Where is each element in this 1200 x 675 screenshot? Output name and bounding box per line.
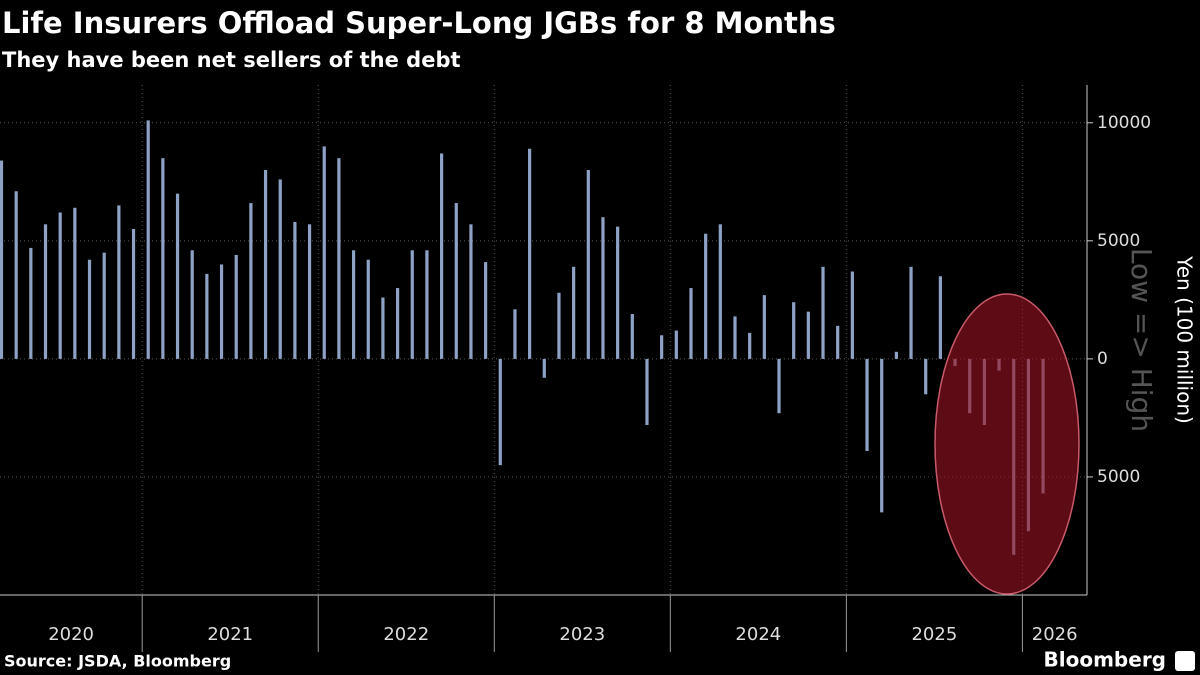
y-tick-label: 0	[1097, 349, 1108, 369]
bar	[850, 271, 854, 359]
bar	[616, 226, 620, 359]
x-tick-label: 2022	[383, 624, 429, 645]
logo-icon	[1175, 651, 1195, 671]
bar	[234, 255, 238, 359]
logo: Bloomberg	[1044, 648, 1166, 672]
bar	[689, 288, 693, 359]
y-tick-label: 5000	[1097, 231, 1140, 251]
bar	[29, 247, 33, 359]
bar	[131, 229, 136, 359]
bar	[704, 233, 708, 359]
bar	[645, 358, 649, 425]
y-axis-label: Yen (100 million)	[1173, 255, 1197, 424]
bar	[454, 203, 458, 359]
bars	[0, 120, 1045, 555]
bar	[410, 250, 414, 359]
annotation: Low => High	[1125, 248, 1158, 432]
bar	[175, 193, 180, 359]
bar	[880, 358, 884, 513]
source: Source: JSDA, Bloomberg	[4, 652, 231, 671]
bar	[924, 358, 928, 395]
chart-title: Life Insurers Offload Super-Long JGBs fo…	[2, 6, 836, 40]
bar	[630, 314, 634, 359]
bar	[102, 252, 106, 359]
bar	[806, 311, 810, 359]
chart-subtitle: They have been net sellers of the debt	[2, 48, 461, 72]
bar	[601, 217, 605, 359]
x-tick-label: 2023	[559, 624, 605, 645]
bar	[572, 266, 576, 359]
bar	[395, 288, 400, 359]
bar	[469, 224, 473, 359]
bar	[278, 179, 282, 359]
bar	[0, 160, 4, 359]
bar	[484, 262, 488, 359]
y-tick-label: 5000	[1097, 467, 1140, 487]
x-tick-label: 2025	[911, 624, 957, 645]
bar	[660, 335, 664, 359]
x-tick-label: 2020	[48, 624, 94, 645]
bar	[762, 295, 766, 359]
bar	[307, 224, 312, 359]
bar	[73, 207, 77, 359]
bar	[513, 309, 517, 359]
bar	[263, 170, 268, 359]
x-tick-label: 2021	[207, 624, 253, 645]
bar	[777, 358, 781, 414]
y-tick-label: 10000	[1097, 113, 1151, 133]
bar	[528, 148, 532, 359]
bar	[14, 191, 18, 359]
bar	[190, 250, 194, 359]
x-tick-label: 2026	[1032, 624, 1078, 645]
bar	[249, 203, 253, 359]
bar	[161, 158, 165, 359]
bar	[219, 264, 224, 359]
highlight-ellipse	[934, 293, 1080, 595]
bar	[718, 224, 722, 359]
bar	[821, 266, 825, 359]
bar	[58, 212, 62, 359]
x-tick-label: 2024	[735, 624, 781, 645]
bar	[337, 158, 341, 359]
bar	[498, 358, 502, 466]
bar	[674, 330, 678, 359]
bar	[586, 170, 590, 359]
bar	[87, 259, 92, 359]
bar	[440, 153, 444, 359]
bar	[938, 276, 942, 359]
bar	[865, 358, 869, 451]
bar	[117, 205, 121, 359]
bar	[542, 358, 546, 378]
bar	[351, 250, 356, 359]
bar	[322, 146, 326, 359]
bar	[293, 221, 297, 359]
bar	[366, 259, 370, 359]
bar	[425, 250, 429, 359]
bar	[43, 224, 48, 359]
bar	[748, 332, 752, 359]
bar	[205, 273, 209, 359]
bar	[792, 302, 796, 359]
bar	[894, 351, 898, 359]
bar	[146, 120, 150, 359]
bar	[733, 316, 737, 359]
bar	[909, 266, 913, 359]
bar	[557, 292, 561, 359]
bar	[836, 325, 840, 359]
bar	[381, 297, 385, 359]
